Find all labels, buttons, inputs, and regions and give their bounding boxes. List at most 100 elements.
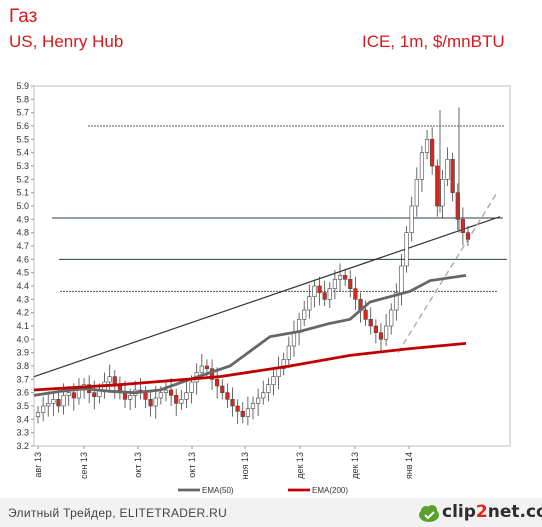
x-tick-label: дек 13 <box>295 452 305 479</box>
y-tick-label: 4.8 <box>16 228 29 238</box>
legend-label: EMA(200) <box>312 486 348 495</box>
x-tick-label: дек 13 <box>350 452 360 479</box>
bearish-candle <box>148 399 153 407</box>
bearish-candle <box>92 392 97 397</box>
bullish-candle <box>128 395 133 400</box>
bearish-candle <box>368 319 373 327</box>
bullish-candle <box>286 345 291 360</box>
bearish-candle <box>378 332 384 340</box>
y-tick-label: 5.6 <box>16 121 29 131</box>
bullish-candle <box>76 389 82 399</box>
bullish-candle <box>302 309 307 320</box>
bullish-candle <box>158 392 163 399</box>
bullish-candle <box>312 285 317 297</box>
bearish-candle <box>317 285 322 293</box>
y-tick-label: 4.2 <box>16 308 29 318</box>
bullish-candle <box>332 279 338 289</box>
bullish-candle <box>445 159 450 180</box>
bearish-candle <box>143 392 148 400</box>
footer-bar <box>0 498 542 527</box>
bullish-candle <box>153 397 158 407</box>
y-tick-label: 5.1 <box>16 188 29 198</box>
bearish-candle <box>455 192 460 220</box>
clip2net-logo[interactable]: clip2net.com <box>418 502 542 524</box>
bullish-candle <box>261 392 266 399</box>
bearish-candle <box>465 232 471 240</box>
bullish-candle <box>46 403 51 407</box>
bullish-candle <box>51 399 56 404</box>
y-tick-label: 4.7 <box>16 241 29 251</box>
legend-label: EMA(50) <box>202 486 234 495</box>
bearish-candle <box>322 292 327 300</box>
x-tick-label: ноя 13 <box>240 452 250 479</box>
bullish-candle <box>327 288 332 300</box>
bullish-candle <box>250 403 256 409</box>
bullish-candle <box>163 389 169 393</box>
y-tick-label: 5.5 <box>16 134 29 144</box>
bearish-candle <box>353 288 358 300</box>
y-tick-label: 5.8 <box>16 94 29 104</box>
bullish-candle <box>271 376 276 385</box>
bullish-candle <box>383 325 389 340</box>
ema200-line <box>33 341 467 392</box>
bullish-candle <box>414 179 419 207</box>
bullish-candle <box>189 381 194 393</box>
y-tick-label: 5.2 <box>16 174 29 184</box>
bullish-candle <box>337 275 343 280</box>
price-chart: 3.2 3.3 3.4 3.5 3.6 3.7 3.8 3.9 4.0 4.1 4.2 4.3 4.4 4… <box>16 81 511 495</box>
bearish-candle <box>230 399 235 407</box>
bullish-candle <box>107 376 112 383</box>
bearish-candle <box>174 395 179 404</box>
contract-label: ICE, 1m, $/mnBTU <box>362 32 505 51</box>
y-tick-label: 5.7 <box>16 108 29 118</box>
y-tick-label: 3.4 <box>16 414 29 424</box>
bullish-candle <box>184 392 189 400</box>
bullish-candle <box>404 232 409 267</box>
y-tick-label: 3.3 <box>16 428 29 438</box>
y-tick-label: 4.9 <box>16 214 29 224</box>
y-tick-label: 5.9 <box>16 81 29 91</box>
bearish-candle <box>204 365 210 369</box>
bearish-candle <box>56 399 61 407</box>
bullish-candle <box>424 139 430 153</box>
y-tick-label: 3.9 <box>16 348 29 358</box>
x-tick-label: окт 13 <box>187 452 197 478</box>
bullish-candle <box>61 395 66 407</box>
y-tick-label: 3.2 <box>16 441 29 451</box>
bearish-candle <box>220 385 225 393</box>
ema50-line <box>33 273 467 397</box>
y-tick-label: 3.7 <box>16 374 29 384</box>
bullish-candle <box>419 152 425 180</box>
y-tick-label: 4.0 <box>16 334 29 344</box>
chart-title: Газ <box>9 6 38 27</box>
bullish-candle <box>440 179 445 207</box>
bearish-candle <box>343 275 348 280</box>
bearish-candle <box>435 165 440 207</box>
bearish-candle <box>225 392 230 400</box>
y-tick-label: 3.5 <box>16 401 29 411</box>
bearish-candle <box>235 405 240 412</box>
x-tick-label: янв 14 <box>404 452 414 479</box>
bullish-candle <box>41 405 46 413</box>
bullish-candle <box>266 384 271 393</box>
y-tick-label: 3.6 <box>16 388 29 398</box>
bearish-candle <box>450 159 455 193</box>
bullish-candle <box>399 265 404 293</box>
bearish-candle <box>168 389 174 396</box>
bullish-candle <box>256 397 261 404</box>
y-tick-label: 4.5 <box>16 268 29 278</box>
bearish-candle <box>430 139 435 167</box>
cloud-icon <box>419 505 439 522</box>
bearish-candle <box>71 392 76 399</box>
bearish-candle <box>122 392 128 400</box>
y-tick-label: 4.3 <box>16 294 29 304</box>
x-tick-label: авг 13 <box>33 452 43 478</box>
bullish-candle <box>307 296 312 311</box>
bearish-candle <box>363 309 368 320</box>
bearish-candle <box>240 411 245 417</box>
bearish-candle <box>373 325 378 333</box>
bullish-candle <box>66 392 71 396</box>
bullish-candle <box>199 365 204 373</box>
bullish-candle <box>394 292 399 311</box>
y-tick-label: 4.6 <box>16 254 29 264</box>
